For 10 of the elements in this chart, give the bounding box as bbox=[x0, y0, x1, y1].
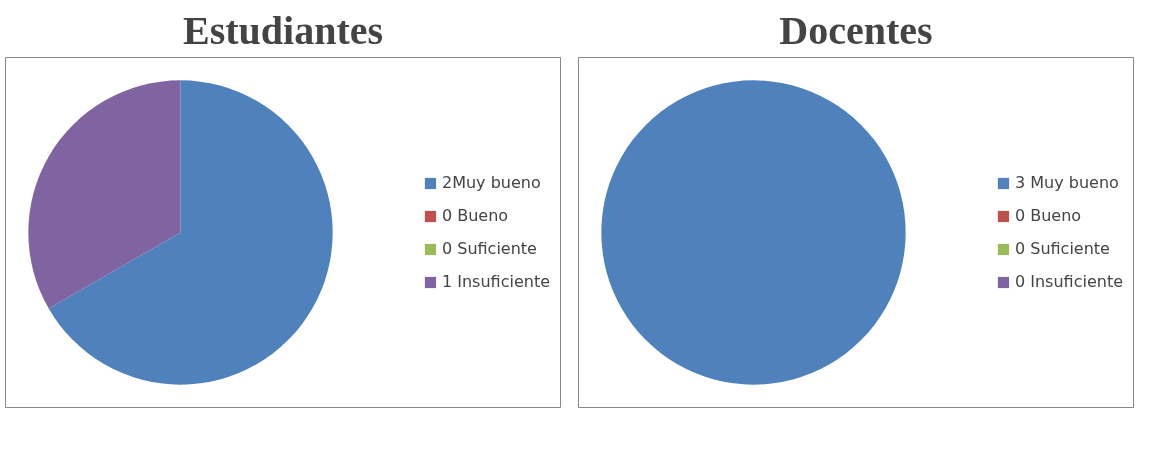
legend-label: 0 Insuficiente bbox=[1014, 272, 1123, 291]
legend-label: 0 Bueno bbox=[1014, 206, 1082, 225]
chart-title: Docentes bbox=[779, 7, 933, 53]
chart-title: Estudiantes bbox=[182, 7, 384, 53]
legend-label: 1 Insuficiente bbox=[441, 272, 550, 291]
legend-label: 0 Bueno bbox=[441, 206, 509, 225]
legend-label: 3 Muy bueno bbox=[1014, 173, 1119, 192]
legend-label: 0 Suficiente bbox=[1014, 239, 1110, 258]
legend-label: 2Muy bueno bbox=[441, 173, 541, 192]
legend-label: 0 Suficiente bbox=[441, 239, 537, 258]
